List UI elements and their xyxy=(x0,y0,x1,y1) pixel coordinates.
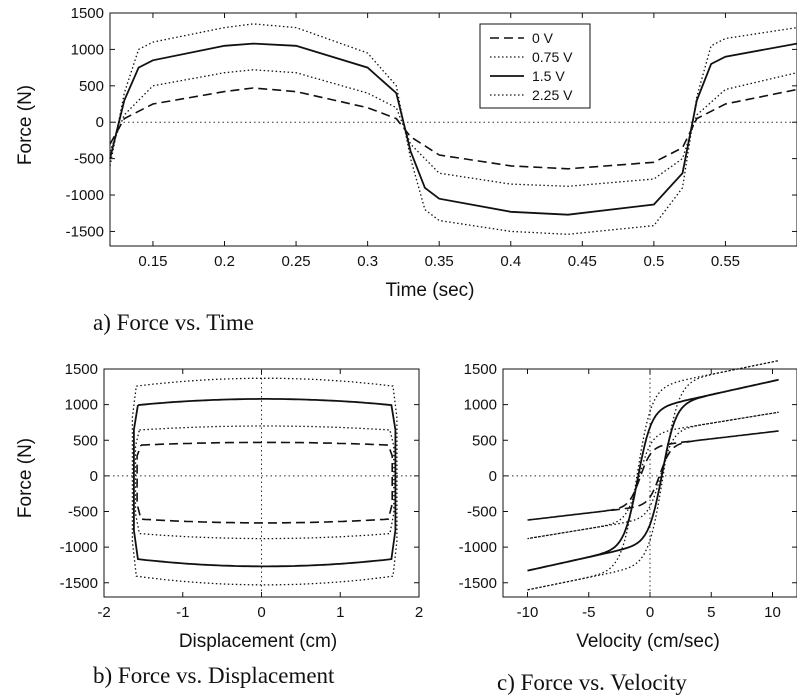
legend-entry: 0 V xyxy=(532,30,554,46)
y-tick-label: 0 xyxy=(90,468,98,485)
x-tick-label: 0.4 xyxy=(500,253,521,270)
y-axis-label-a: Force (N) xyxy=(15,85,36,165)
y-tick-label: -500 xyxy=(74,151,104,168)
y-tick-label: 500 xyxy=(79,78,104,95)
x-axis-label-a: Time (sec) xyxy=(385,280,474,301)
plot-area-b: 1500 1000 500 0 -500 -1000 -1500 -2 -1 0 1 2 xyxy=(60,361,424,621)
x-tick-label: 0.5 xyxy=(643,253,664,270)
panel-force-vs-time: 1500 1000 500 0 -500 -1000 -1500 0.15 0.2 0.25 0.3… xyxy=(15,5,797,335)
series-line-1-5-v xyxy=(109,42,797,216)
x-tick-label: 0.55 xyxy=(711,253,740,270)
hysteresis-loop xyxy=(131,377,398,586)
series-line-0-v xyxy=(109,87,797,170)
series-line-2-25-v xyxy=(109,23,797,235)
caption-b: b) Force vs. Displacement xyxy=(93,663,335,688)
y-tick-label: -1500 xyxy=(60,575,98,592)
y-tick-label: 500 xyxy=(73,432,98,449)
force-velocity-curve xyxy=(527,359,779,591)
x-tick-label: 5 xyxy=(707,604,715,621)
x-tick-label: 10 xyxy=(764,604,781,621)
y-tick-label: -1000 xyxy=(60,539,98,556)
y-tick-label: 0 xyxy=(489,468,497,485)
force-velocity-curve xyxy=(527,430,779,521)
force-velocity-curve xyxy=(527,378,779,572)
x-axis-label-b: Displacement (cm) xyxy=(179,631,337,652)
caption-c: c) Force vs. Velocity xyxy=(497,670,687,695)
panel-force-vs-displacement: 1500 1000 500 0 -500 -1000 -1500 -2 -1 0 1 2 Displa… xyxy=(15,361,423,688)
x-axis-label-c: Velocity (cm/sec) xyxy=(576,631,720,652)
series-line-0-75-v xyxy=(109,69,797,187)
y-tick-label: -1000 xyxy=(459,539,497,556)
y-tick-label: -500 xyxy=(467,504,497,521)
x-tick-label: 0.3 xyxy=(357,253,378,270)
y-tick-label: 0 xyxy=(96,114,104,131)
y-tick-label: 1500 xyxy=(464,361,497,378)
y-tick-label: 1500 xyxy=(71,5,104,22)
force-velocity-curve xyxy=(527,411,779,540)
y-tick-label: 500 xyxy=(472,432,497,449)
y-tick-label: -1500 xyxy=(459,575,497,592)
plot-frame xyxy=(109,12,797,247)
x-tick-label: 2 xyxy=(415,604,423,621)
x-tick-label: -10 xyxy=(517,604,539,621)
plot-area-a: 1500 1000 500 0 -500 -1000 -1500 0.15 0.2 0.25 0.3… xyxy=(66,5,797,270)
x-tick-label: 0.35 xyxy=(425,253,454,270)
x-tick-label: 1 xyxy=(336,604,344,621)
x-tick-label: -5 xyxy=(582,604,595,621)
x-tick-label: 0 xyxy=(257,604,265,621)
x-tick-label: 0.15 xyxy=(138,253,167,270)
hysteresis-loop xyxy=(133,398,397,568)
y-tick-label: -500 xyxy=(68,504,98,521)
x-tick-label: 0 xyxy=(646,604,654,621)
y-tick-label: -1500 xyxy=(66,223,104,240)
legend-entry: 2.25 V xyxy=(532,87,573,103)
panel-force-vs-velocity: 1500 1000 500 0 -500 -1000 -1500 -10 -5 0 5 10 Velo… xyxy=(459,359,797,695)
caption-a: a) Force vs. Time xyxy=(93,310,254,335)
x-tick-label: -1 xyxy=(176,604,189,621)
x-tick-label: 0.45 xyxy=(568,253,597,270)
y-tick-label: 1000 xyxy=(65,397,98,414)
y-axis-label-b: Force (N) xyxy=(15,438,36,518)
y-tick-label: -1000 xyxy=(66,187,104,204)
y-tick-label: 1000 xyxy=(71,41,104,58)
x-tick-label: 0.2 xyxy=(214,253,235,270)
y-tick-label: 1000 xyxy=(464,397,497,414)
hysteresis-loop xyxy=(136,441,393,524)
legend-entry: 0.75 V xyxy=(532,49,573,65)
y-tick-label: 1500 xyxy=(65,361,98,378)
legend-entry: 1.5 V xyxy=(532,68,565,84)
x-tick-label: 0.25 xyxy=(281,253,310,270)
plot-area-c: 1500 1000 500 0 -500 -1000 -1500 -10 -5 0 5 10 xyxy=(459,359,797,621)
x-tick-label: -2 xyxy=(97,604,110,621)
